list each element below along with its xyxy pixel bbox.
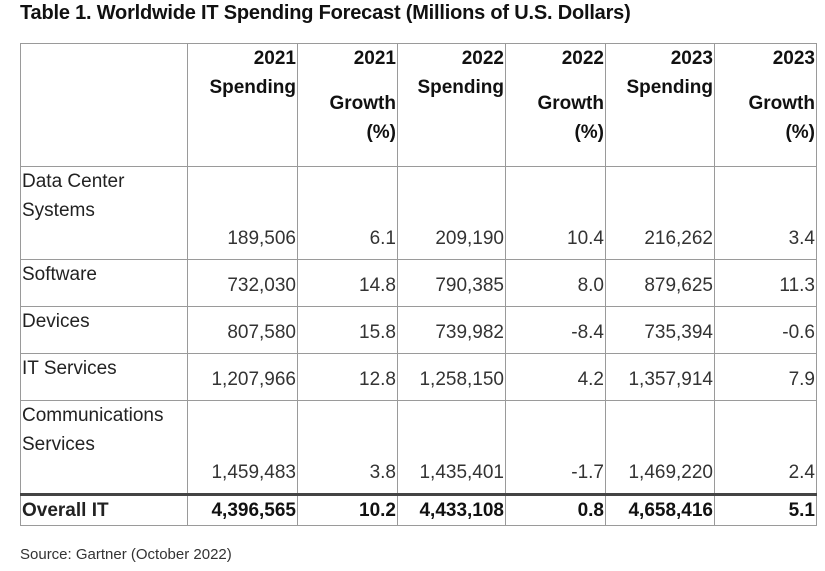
- cell-2021-spending: 1,459,483: [187, 400, 298, 495]
- cell-2021-spending: 189,506: [187, 166, 298, 260]
- category-line: Communications: [22, 405, 164, 426]
- header-row: 2021 Spending 2021 Growth (%) 2022 Spend…: [20, 43, 817, 167]
- cell-2023-spending: 216,262: [605, 166, 715, 260]
- column-header-2023-growth: 2023 Growth (%): [714, 43, 817, 167]
- cell-2022-growth: -8.4: [505, 306, 606, 354]
- cell-2023-spending: 1,357,914: [605, 353, 715, 401]
- row-category: IT Services: [20, 353, 188, 401]
- cell-2023-growth: -0.6: [714, 306, 817, 354]
- category-line: Systems: [22, 200, 95, 221]
- cell-2022-spending: 209,190: [397, 166, 506, 260]
- row-category: Devices: [20, 306, 188, 354]
- table-row-it-services: IT Services 1,207,966 12.8 1,258,150 4.2…: [20, 353, 817, 401]
- cell-2021-spending: 732,030: [187, 259, 298, 307]
- cell-2023-spending: 879,625: [605, 259, 715, 307]
- table-row-communications-services: Communications Services 1,459,483 3.8 1,…: [20, 400, 817, 495]
- cell-2022-growth: 4.2: [505, 353, 606, 401]
- column-header-label: Spending: [626, 77, 713, 98]
- cell-2023-growth: 2.4: [714, 400, 817, 495]
- cell-2023-growth: 5.1: [714, 493, 817, 526]
- cell-2021-growth: 15.8: [297, 306, 398, 354]
- cell-2023-spending: 735,394: [605, 306, 715, 354]
- cell-2022-spending: 739,982: [397, 306, 506, 354]
- cell-2022-growth: 8.0: [505, 259, 606, 307]
- cell-2023-spending: 4,658,416: [605, 493, 715, 526]
- column-header-year: 2022: [561, 48, 604, 69]
- header-corner-cell: [20, 43, 188, 167]
- column-header-unit: (%): [785, 122, 815, 143]
- column-header-year: 2021: [253, 48, 296, 69]
- column-header-year: 2023: [670, 48, 713, 69]
- column-header-2021-spending: 2021 Spending: [187, 43, 298, 167]
- column-header-unit: (%): [574, 122, 604, 143]
- row-category: Communications Services: [20, 400, 188, 495]
- table-row-overall-it: Overall IT 4,396,565 10.2 4,433,108 0.8 …: [20, 493, 817, 526]
- cell-2022-spending: 1,435,401: [397, 400, 506, 495]
- cell-2023-spending: 1,469,220: [605, 400, 715, 495]
- column-header-label: Spending: [417, 77, 504, 98]
- table-row-data-center-systems: Data Center Systems 189,506 6.1 209,190 …: [20, 166, 817, 260]
- cell-2021-spending: 807,580: [187, 306, 298, 354]
- column-header-label: Growth: [748, 93, 816, 114]
- row-category: Data Center Systems: [20, 166, 188, 260]
- column-header-year: 2021: [353, 48, 396, 69]
- cell-2021-spending: 1,207,966: [187, 353, 298, 401]
- column-header-2022-growth: 2022 Growth (%): [505, 43, 606, 167]
- column-header-2021-growth: 2021 Growth (%): [297, 43, 398, 167]
- cell-2021-growth: 3.8: [297, 400, 398, 495]
- column-header-label: Growth: [537, 93, 605, 114]
- cell-2021-growth: 12.8: [297, 353, 398, 401]
- cell-2021-growth: 14.8: [297, 259, 398, 307]
- column-header-label: Spending: [209, 77, 296, 98]
- cell-2022-spending: 1,258,150: [397, 353, 506, 401]
- source-note: Source: Gartner (October 2022): [20, 546, 232, 563]
- column-header-year: 2023: [772, 48, 815, 69]
- cell-2022-growth: -1.7: [505, 400, 606, 495]
- row-category-total: Overall IT: [20, 493, 188, 526]
- column-header-label: Growth: [329, 93, 397, 114]
- row-category: Software: [20, 259, 188, 307]
- cell-2021-growth: 10.2: [297, 493, 398, 526]
- table-title: Table 1. Worldwide IT Spending Forecast …: [20, 2, 631, 24]
- column-header-year: 2022: [461, 48, 504, 69]
- category-line: Services: [22, 434, 95, 455]
- cell-2021-growth: 6.1: [297, 166, 398, 260]
- table-row-software: Software 732,030 14.8 790,385 8.0 879,62…: [20, 259, 817, 307]
- cell-2023-growth: 7.9: [714, 353, 817, 401]
- cell-2021-spending: 4,396,565: [187, 493, 298, 526]
- category-line: Data Center: [22, 171, 125, 192]
- cell-2023-growth: 3.4: [714, 166, 817, 260]
- table-row-devices: Devices 807,580 15.8 739,982 -8.4 735,39…: [20, 306, 817, 354]
- cell-2022-growth: 0.8: [505, 493, 606, 526]
- cell-2022-spending: 790,385: [397, 259, 506, 307]
- column-header-2023-spending: 2023 Spending: [605, 43, 715, 167]
- cell-2022-spending: 4,433,108: [397, 493, 506, 526]
- column-header-2022-spending: 2022 Spending: [397, 43, 506, 167]
- cell-2022-growth: 10.4: [505, 166, 606, 260]
- it-spending-table: 2021 Spending 2021 Growth (%) 2022 Spend…: [20, 43, 817, 526]
- column-header-unit: (%): [366, 122, 396, 143]
- cell-2023-growth: 11.3: [714, 259, 817, 307]
